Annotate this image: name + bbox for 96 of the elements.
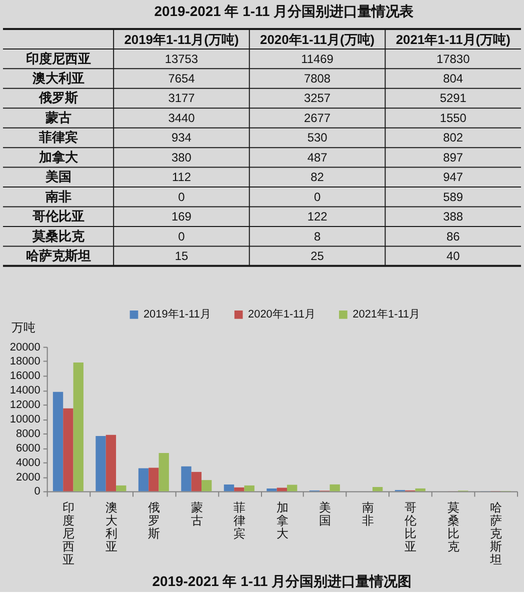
data-label: 3440 — [168, 110, 196, 125]
category-label: 澳大利亚 — [31, 70, 84, 86]
x-tick-label: 俄罗斯 — [148, 500, 160, 541]
y-axis-title: 万吨 — [11, 320, 36, 334]
y-tick-label: 16000 — [10, 370, 40, 382]
bar — [96, 436, 106, 492]
bar — [224, 484, 234, 492]
bar — [181, 466, 192, 492]
x-tick-label: 美国 — [319, 500, 332, 528]
text: 2020年1-11月(万吨) — [260, 32, 375, 47]
bar — [287, 484, 298, 492]
data-label: 11469 — [301, 52, 334, 66]
data-label: 7808 — [304, 72, 331, 86]
y-tick-label: 12000 — [10, 399, 40, 412]
data-label: 897 — [443, 150, 464, 164]
y-tick-label: 10000 — [10, 414, 40, 426]
category-label: 印度尼西亚 — [26, 50, 91, 66]
data-label: 13753 — [164, 52, 198, 66]
data-label: 25 — [310, 249, 324, 264]
x-tick-label: 加拿大 — [276, 500, 288, 541]
category-label: 俄罗斯 — [38, 90, 78, 106]
bar — [244, 485, 254, 492]
bar — [148, 468, 159, 492]
data-label: 388 — [443, 210, 464, 224]
y-tick-label: 6000 — [16, 442, 40, 454]
data-label: 8 — [314, 229, 321, 244]
data-label: 3177 — [168, 91, 196, 106]
bar — [372, 487, 383, 492]
bar — [73, 362, 84, 492]
data-label: 947 — [443, 170, 464, 184]
data-label: 380 — [172, 150, 192, 164]
category-label: 蒙古 — [44, 110, 72, 125]
bar — [116, 485, 126, 492]
y-tick-label: 0 — [34, 486, 40, 498]
data-label: 1550 — [440, 110, 467, 125]
text: 2019-2021 年 1-11 月分国别进口量情况表 — [154, 3, 415, 20]
x-tick-label: 南非 — [362, 500, 374, 528]
bar — [415, 488, 426, 492]
data-label: 40 — [446, 249, 460, 264]
x-tick-label: 哥伦比亚 — [404, 500, 417, 554]
data-label: 169 — [172, 210, 192, 224]
x-tick-label: 印度尼西亚 — [62, 500, 75, 566]
category-label: 莫桑比克 — [31, 228, 86, 244]
y-tick-label: 20000 — [10, 341, 40, 354]
category-label: 哥伦比亚 — [31, 208, 84, 224]
data-label: 82 — [310, 170, 324, 184]
data-label: 487 — [307, 150, 328, 164]
bar — [158, 453, 169, 492]
text: 2019年1-11月(万吨) — [124, 32, 239, 47]
y-tick-label: 4000 — [16, 456, 40, 469]
data-label: 86 — [446, 229, 460, 244]
bar — [138, 468, 149, 492]
y-tick-label: 14000 — [10, 384, 40, 397]
data-label: 5291 — [440, 91, 467, 106]
text: 2021年1-11月(万吨) — [396, 32, 510, 47]
data-label: 3257 — [304, 91, 331, 106]
data-label: 17830 — [436, 52, 470, 66]
data-label: 589 — [443, 190, 464, 204]
bar — [330, 484, 340, 492]
data-label: 530 — [307, 130, 328, 145]
x-tick-label: 哈萨克斯坦 — [489, 500, 502, 566]
bar — [191, 472, 202, 492]
data-label: 802 — [443, 130, 464, 145]
category-label: 加拿大 — [38, 149, 79, 164]
bar — [63, 408, 74, 492]
data-label: 7654 — [168, 72, 196, 86]
category-label: 哈萨克斯坦 — [26, 248, 91, 264]
x-tick-label: 澳大利亚 — [105, 500, 118, 554]
y-tick-label: 2000 — [16, 471, 40, 484]
data-label: 0 — [314, 190, 321, 204]
bar — [266, 488, 277, 492]
data-label: 0 — [178, 229, 186, 244]
x-tick-label: 莫桑比克 — [447, 500, 460, 554]
legend-label: 2020年1-11月 — [248, 308, 316, 321]
data-label: 804 — [443, 72, 464, 86]
data-label: 122 — [307, 210, 328, 224]
legend-label: 2019年1-11月 — [143, 308, 211, 321]
category-label: 菲律宾 — [38, 130, 78, 145]
category-label: 美国 — [44, 169, 72, 184]
bar — [106, 434, 116, 492]
x-tick-label: 蒙古 — [190, 500, 203, 528]
y-tick-label: 18000 — [10, 356, 40, 368]
x-tick-label: 菲律宾 — [234, 500, 246, 541]
text: 2019-2021 年 1-11 月分国别进口量情况图 — [152, 572, 412, 589]
legend-label: 2021年1-11月 — [352, 308, 420, 321]
bar — [234, 487, 244, 492]
y-tick-label: 8000 — [16, 428, 40, 440]
data-label: 2677 — [304, 110, 331, 125]
data-label: 112 — [172, 170, 192, 184]
bar — [276, 488, 288, 492]
data-label: 934 — [172, 130, 192, 145]
data-label: 0 — [178, 190, 186, 204]
bar — [202, 480, 212, 492]
bar — [52, 392, 64, 492]
data-label: 15 — [174, 249, 188, 264]
category-label: 南非 — [44, 188, 72, 204]
